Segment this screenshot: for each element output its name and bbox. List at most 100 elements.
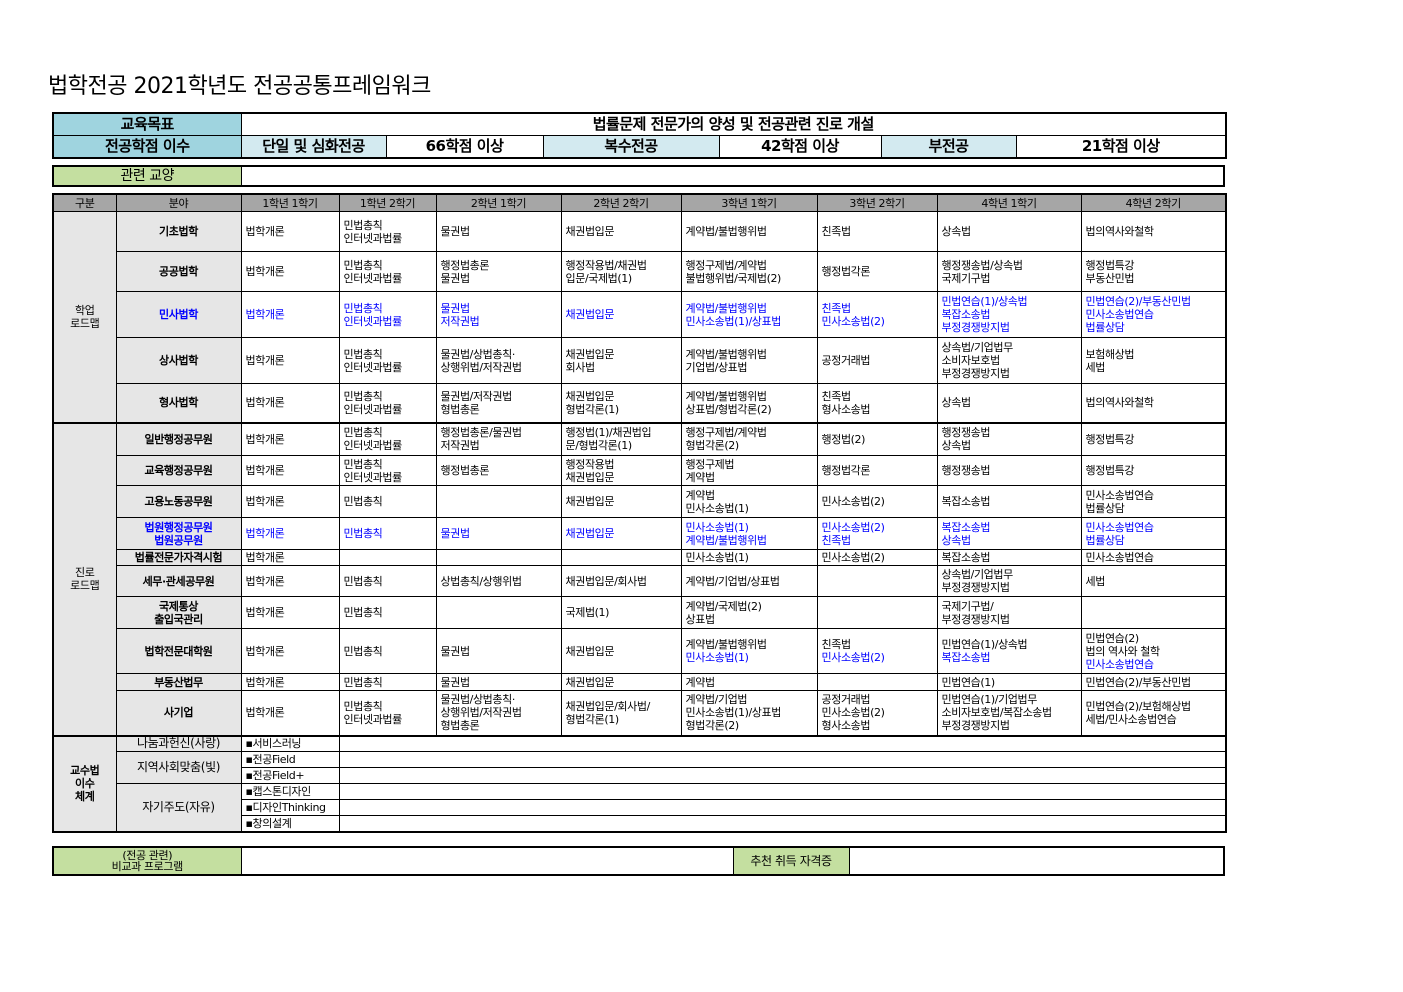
teaching-method-detail [338, 783, 1227, 800]
course-cell: 상법총칙/상행위법 [435, 565, 562, 597]
single-major-label: 단일 및 심화전공 [240, 135, 387, 159]
course-name: 계약법/기업법/상표법 [685, 574, 780, 588]
course-name: 물권법/저작권법 [440, 389, 513, 403]
course-name: 계약법 [685, 675, 716, 689]
course-name: 행정쟁송법 [941, 426, 991, 440]
table-row: 법학전문대학원 법학개론 민법총칙 물권법 채권법입문 계약법/불법행위법 민사소송법(1)… [53, 628, 1227, 674]
course-name: 물권법 [440, 644, 471, 658]
course-cell: 채권법입문 형법각론(1) [560, 383, 682, 423]
course-cell [1080, 596, 1227, 629]
course-name: 세법/민사소송법연습 [1085, 712, 1177, 726]
field-label-line: 출입국관리 [154, 612, 203, 626]
table-row: 부동산법무 법학개론 민법총칙 물권법 채권법입문 계약법 민법연습(1) 민법연습(2)/부… [53, 673, 1227, 691]
course-name: 소비자보호법/복잡소송법 [941, 706, 1053, 720]
course-name: 상속법 [941, 439, 972, 453]
program-label-line: 비교과 프로그램 [111, 860, 184, 873]
field-label-line: 공공법학 [159, 265, 198, 278]
course-cell: 법학개론 [240, 565, 340, 597]
course-name: 민법총칙 [343, 426, 383, 440]
table-row: ▪창의설계 [53, 815, 1227, 832]
course-cell: 민사소송법(1) 계약법/불법행위법 [680, 517, 818, 550]
field-label-line: 교육행정공무원 [144, 464, 213, 477]
course-cell: 행정법(1)/채권법입 문/형법각론(1) [560, 421, 682, 456]
course-name: 민사소송법(2) [821, 651, 885, 664]
course-cell: 민사소송법연습 법률상담 [1080, 485, 1227, 518]
course-cell: 민사소송법연습 [1080, 549, 1227, 566]
field-label-line: 국제통상 [159, 599, 198, 613]
teaching-method-detail [338, 734, 1227, 752]
table-row: 공공법학 법학개론 민법총칙 인터넷과법률 행정법총론 물권법 행정작용법/채권법 입문/국제… [53, 251, 1227, 292]
course-name: 민법연습(1)/기업법무 [941, 693, 1038, 707]
course-name: 세법 [1085, 574, 1106, 588]
table-row: 고용노동공무원 법학개론 민법총칙 채권법입문 계약법 민사소송법(1) 민사소송법(2) 복… [53, 485, 1227, 518]
course-cell: 민사소송법연습 법률상담 [1080, 517, 1227, 550]
course-cell: 민법연습(1) [936, 673, 1082, 691]
course-cell: 행정작용법/채권법 입문/국제법(1) [560, 251, 682, 292]
course-name: 계약법/불법행위법 [685, 638, 767, 651]
course-name: 민법총칙 [343, 699, 383, 713]
course-name: 민사소송법(2) [821, 520, 885, 534]
course-cell: 민법총칙 [338, 485, 437, 518]
course-name: 민사소송법(1)/상표법 [685, 706, 782, 720]
column-header: 1학년 1학기 [240, 193, 340, 212]
roadmap-table: 구분 분야 1학년 1학기 1학년 2학기 2학년 1학기 2학년 2학기 3학년 1학기 3… [52, 193, 1227, 833]
column-header: 4학년 1학기 [936, 193, 1082, 212]
course-cell: 국제법(1) [560, 596, 682, 629]
course-name: 물권법 [440, 225, 471, 238]
course-name: 부정경쟁방지법 [941, 581, 1010, 594]
goal-text: 법률문제 전문가의 양성 및 전공관련 진로 개설 [240, 112, 1227, 136]
course-name: 민법총칙 [343, 218, 383, 232]
course-cell: 민사소송법(1) [680, 549, 818, 566]
course-name: 행정법총론 [440, 464, 490, 477]
teaching-method-detail [338, 815, 1227, 832]
course-cell [435, 596, 562, 629]
course-cell: 민법총칙 인터넷과법률 [338, 251, 437, 292]
table-row: 진로 로드맵 일반행정공무원 법학개론 민법총칙 인터넷과법률 행정법총론/물권법 저작권법… [52, 421, 1227, 736]
course-cell: 법학개론 [240, 673, 340, 691]
course-name: 채권법입문 [565, 389, 615, 403]
course-name: 행정법특강 [1085, 464, 1135, 477]
teaching-method-detail [338, 799, 1227, 816]
course-cell: 계약법/불법행위법 민사소송법(1)/상표법 [680, 291, 818, 338]
course-name: 행정구제법 [685, 457, 735, 471]
course-name: 법학개론 [245, 464, 285, 477]
field-label: 민사법학 [115, 291, 242, 338]
course-name: 친족법 [821, 301, 852, 315]
course-cell: 법학개론 [240, 251, 340, 292]
course-cell: 민사소송법(2) [816, 549, 938, 566]
course-cell: 행정법각론 [816, 455, 938, 486]
course-name: 상행위법/저작권법 [440, 706, 522, 720]
course-cell: 민법총칙 인터넷과법률 [338, 455, 437, 486]
group-label: 학업 로드맵 [52, 211, 117, 423]
course-cell: 보험해상법 세법 [1080, 337, 1227, 384]
course-cell: 법학개론 [240, 690, 340, 736]
course-name: 민법연습(2)/부동산민법 [1085, 295, 1192, 308]
course-name: 법률상담 [1085, 533, 1125, 547]
course-name: 문/형법각론(1) [565, 439, 633, 453]
teaching-method-detail [338, 767, 1227, 784]
course-name: 법학개론 [245, 432, 285, 446]
course-name: 민사소송법(1) [685, 551, 749, 564]
course-cell: 법학개론 [240, 628, 340, 674]
course-name: 부정경쟁방지법 [941, 612, 1010, 626]
table-row: 법원행정공무원 법원공무원 법학개론 민법총칙 물권법 채권법입문 민사소송법(1) 계약법/… [53, 517, 1227, 550]
course-name: 민사소송법연습 [1085, 520, 1154, 534]
course-name: 법학개론 [245, 354, 285, 367]
course-name: 민법총칙 [343, 606, 383, 619]
course-cell: 법학개론 [240, 337, 340, 384]
table-row: 사기업 법학개론 민법총칙 인터넷과법률 물권법/상법총칙· 상행위법/저작권법 형법총론 채… [53, 690, 1227, 736]
course-cell: 물권법/저작권법 형법총론 [435, 383, 562, 423]
field-label: 일반행정공무원 [115, 421, 242, 456]
course-name: 채권법입문/회사법/ [565, 699, 651, 713]
course-name: 상속법 [941, 396, 972, 410]
field-label: 공공법학 [115, 251, 242, 292]
table-row: 학업 로드맵 기초법학 법학개론 민법총칙 인터넷과법률 물권법 채권법입문 계약법/불법행위… [52, 211, 1227, 423]
table-row: 교육행정공무원 법학개론 민법총칙 인터넷과법률 행정법총론 행정작용법 채권법입문 행정구제… [53, 455, 1227, 486]
course-cell: 법의역사와철학 [1080, 383, 1227, 423]
related-liberal-value [240, 165, 1225, 187]
page-title: 법학전공 2021학년도 전공공통프레임워크 [48, 74, 431, 99]
field-label-line: 고용노동공무원 [144, 495, 213, 508]
field-label: 법원행정공무원 법원공무원 [115, 517, 242, 550]
course-cell: 행정작용법 채권법입문 [560, 455, 682, 486]
course-name: 민사소송법연습 [1085, 488, 1154, 502]
